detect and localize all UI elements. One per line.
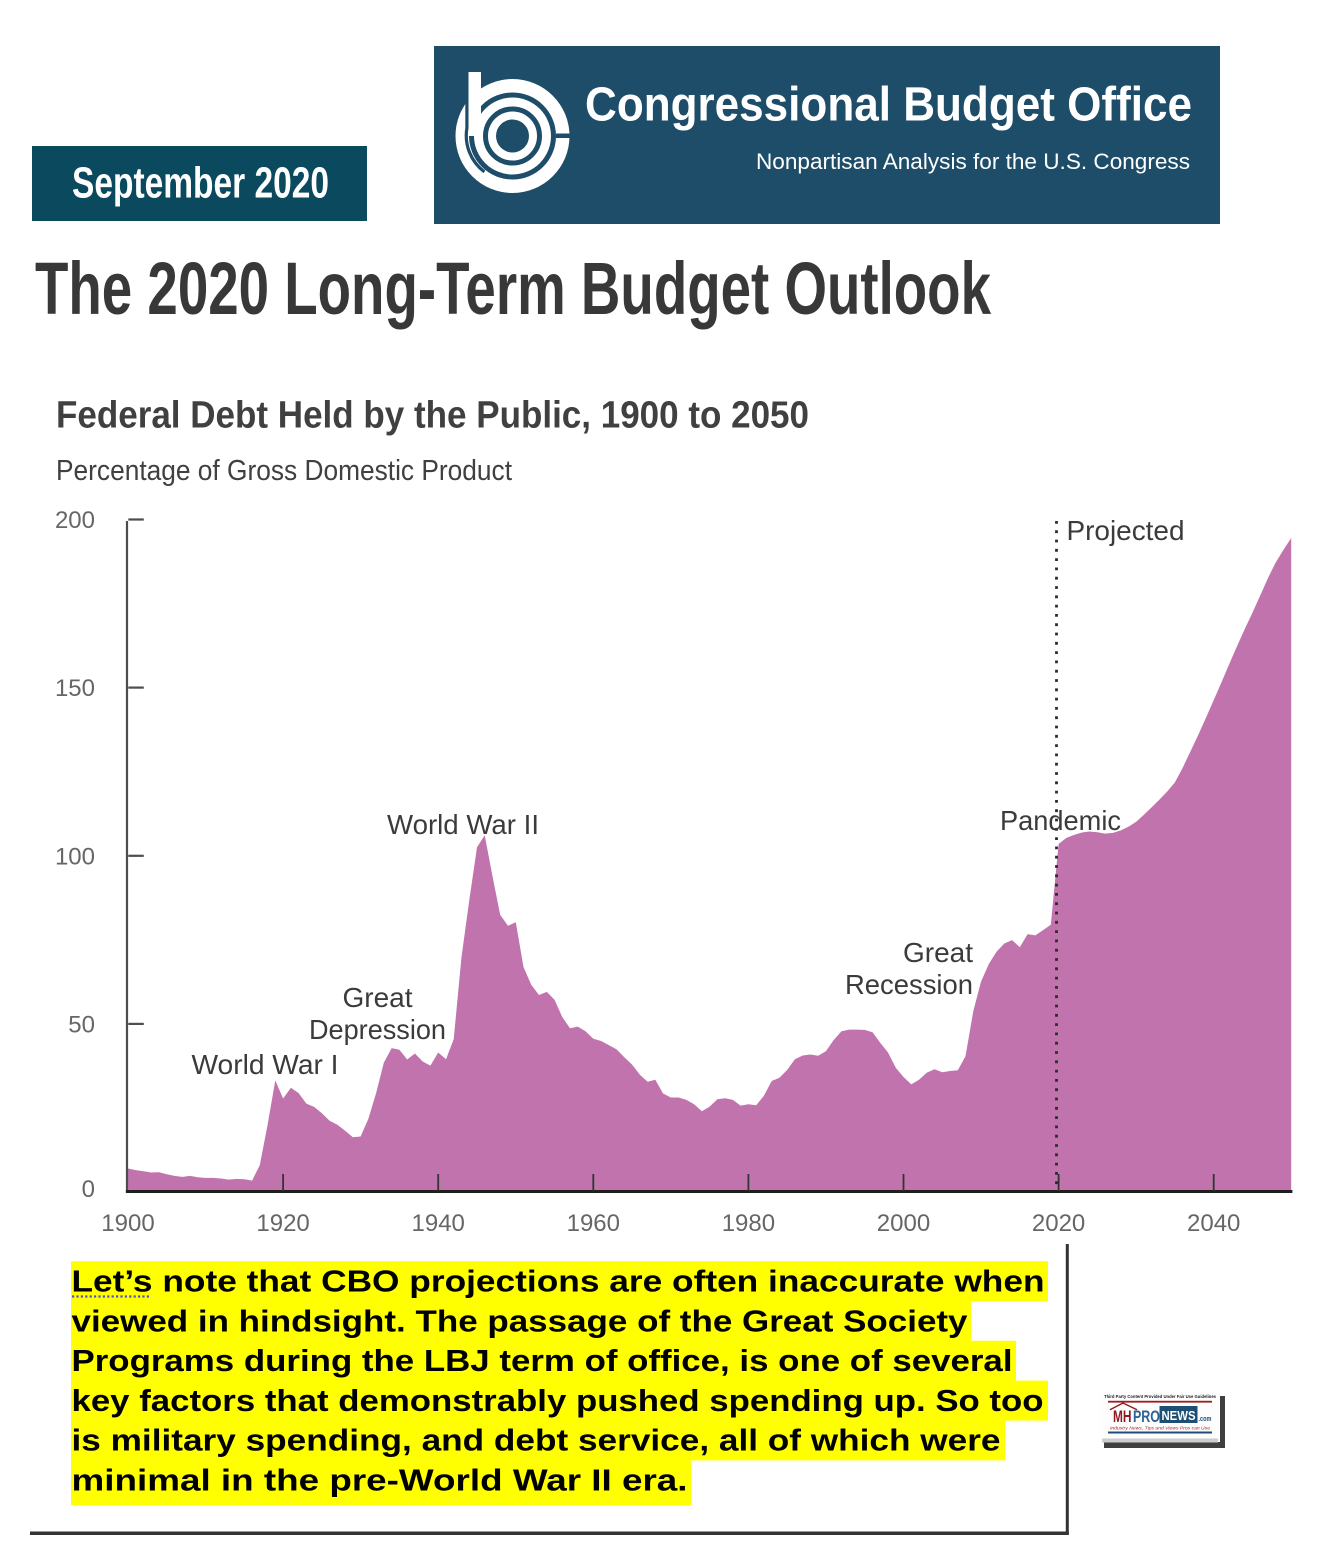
- svg-text:200: 200: [55, 507, 95, 534]
- svg-text:Projected: Projected: [1067, 515, 1185, 546]
- svg-text:Congressional Budget Office: Congressional Budget Office: [585, 79, 1192, 132]
- svg-text:Great: Great: [903, 937, 973, 968]
- svg-text:50: 50: [68, 1012, 95, 1039]
- svg-text:Great: Great: [343, 982, 413, 1013]
- svg-text:viewed in hindsight. The passa: viewed in hindsight. The passage of the …: [72, 1303, 969, 1338]
- svg-text:Third Party Content Provided U: Third Party Content Provided Under Fair …: [1104, 1394, 1216, 1400]
- svg-text:150: 150: [55, 675, 95, 702]
- svg-text:1980: 1980: [722, 1210, 775, 1237]
- svg-text:NEWS: NEWS: [1162, 1408, 1196, 1423]
- svg-text:World War I: World War I: [192, 1049, 339, 1080]
- svg-text:.com: .com: [1199, 1416, 1212, 1423]
- svg-text:1900: 1900: [101, 1210, 154, 1237]
- svg-text:is military spending, and debt: is military spending, and debt service, …: [72, 1423, 1001, 1458]
- svg-text:minimal in the pre-World War I: minimal in the pre-World War II era.: [72, 1463, 688, 1498]
- svg-text:World War II: World War II: [387, 809, 539, 840]
- svg-text:1960: 1960: [567, 1210, 620, 1237]
- svg-text:September 2020: September 2020: [72, 159, 329, 208]
- svg-text:2000: 2000: [877, 1210, 930, 1237]
- svg-text:PRO: PRO: [1133, 1408, 1160, 1426]
- svg-text:Nonpartisan Analysis for the U: Nonpartisan Analysis for the U.S. Congre…: [756, 149, 1190, 174]
- svg-text:The 2020 Long-Term Budget Outl: The 2020 Long-Term Budget Outlook: [35, 247, 992, 330]
- svg-text:1940: 1940: [412, 1210, 465, 1237]
- svg-text:Recession: Recession: [845, 969, 973, 1000]
- svg-text:100: 100: [55, 843, 95, 870]
- svg-text:Industry News, Tips and Views: Industry News, Tips and Views Pros can U…: [1110, 1426, 1211, 1431]
- svg-text:2040: 2040: [1187, 1210, 1240, 1237]
- svg-text:Depression: Depression: [309, 1014, 446, 1045]
- svg-text:0: 0: [82, 1176, 95, 1203]
- svg-text:Percentage of Gross Domestic P: Percentage of Gross Domestic Product: [56, 455, 512, 487]
- svg-text:key factors that demonstrably: key factors that demonstrably pushed spe…: [72, 1383, 1044, 1418]
- svg-text:MH: MH: [1113, 1408, 1132, 1426]
- svg-text:Let’s note that CBO projection: Let’s note that CBO projections are ofte…: [72, 1264, 1045, 1299]
- svg-text:2020: 2020: [1032, 1210, 1085, 1237]
- svg-text:Federal Debt Held by the Publi: Federal Debt Held by the Public, 1900 to…: [56, 395, 809, 437]
- svg-text:1920: 1920: [256, 1210, 309, 1237]
- svg-text:Pandemic: Pandemic: [1000, 805, 1121, 836]
- svg-text:Programs during the LBJ term o: Programs during the LBJ term of office, …: [72, 1343, 1013, 1378]
